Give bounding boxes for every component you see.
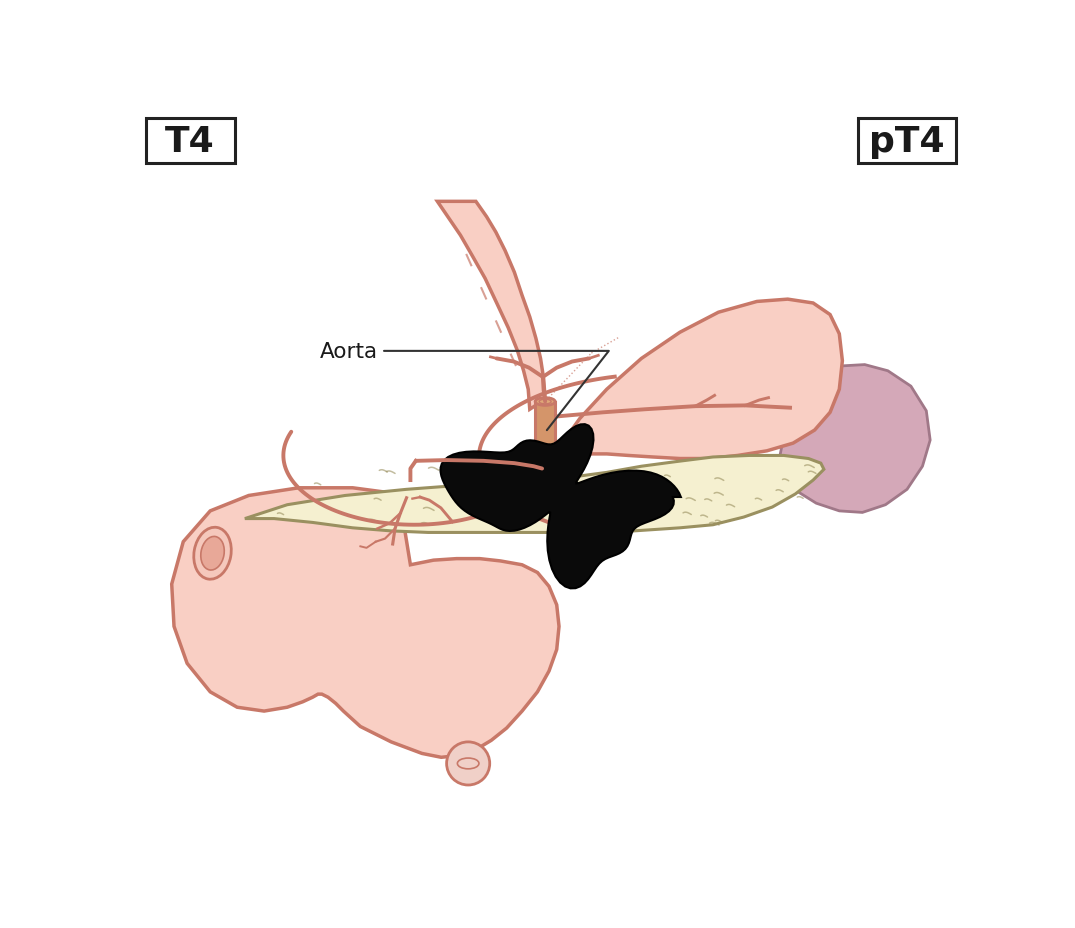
Polygon shape: [557, 300, 843, 459]
Polygon shape: [172, 488, 559, 757]
Text: pT4: pT4: [870, 124, 945, 159]
Ellipse shape: [535, 398, 555, 406]
Polygon shape: [780, 366, 930, 513]
Text: Aorta: Aorta: [320, 342, 608, 431]
FancyBboxPatch shape: [146, 119, 234, 163]
FancyBboxPatch shape: [858, 119, 957, 163]
Polygon shape: [245, 456, 823, 533]
Circle shape: [446, 742, 490, 785]
Ellipse shape: [194, 528, 231, 580]
Ellipse shape: [201, 537, 225, 571]
Polygon shape: [441, 425, 680, 588]
Bar: [535, 402, 555, 481]
Text: T4: T4: [166, 124, 215, 159]
Polygon shape: [438, 202, 545, 410]
